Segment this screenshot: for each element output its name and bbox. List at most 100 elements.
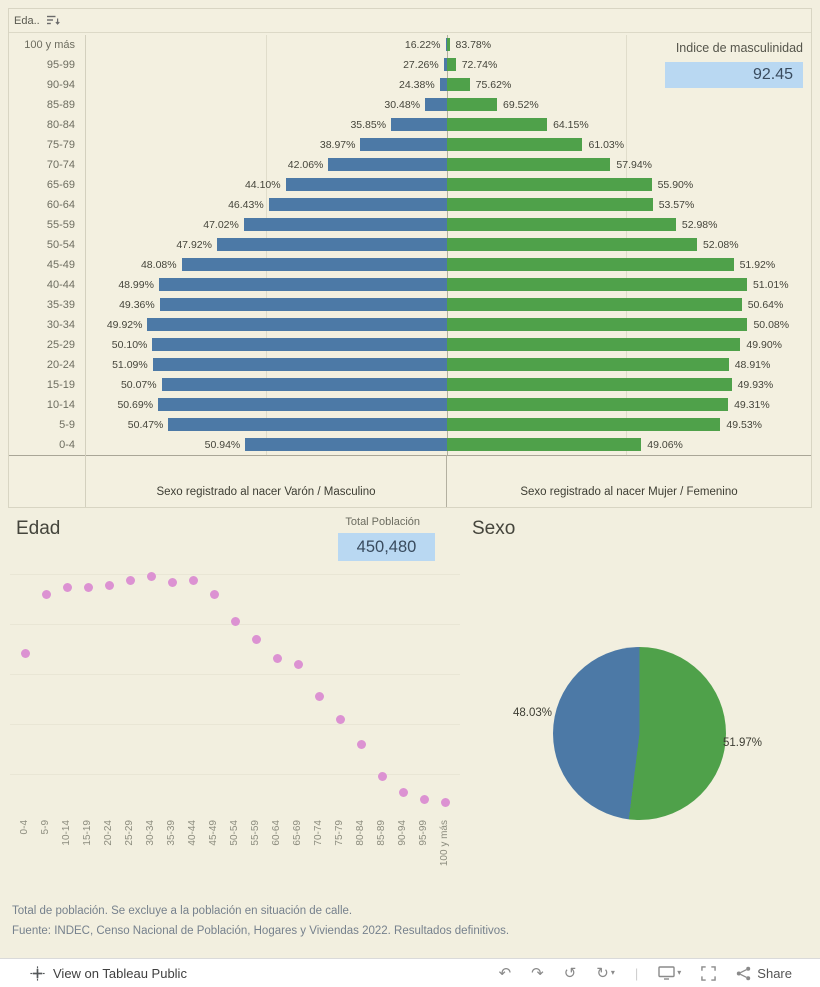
age-axis-label[interactable]: 80-84 <box>355 820 366 846</box>
female-bar[interactable] <box>447 318 748 331</box>
population-dot[interactable] <box>335 715 345 725</box>
population-dot[interactable] <box>230 617 240 627</box>
male-bar[interactable] <box>425 98 447 111</box>
female-bar[interactable] <box>447 58 456 71</box>
male-bar[interactable] <box>443 58 447 71</box>
age-axis-label[interactable]: 50-54 <box>229 820 240 846</box>
age-axis-label[interactable]: 75-79 <box>46 139 75 151</box>
sexo-pie[interactable] <box>553 647 726 820</box>
age-axis-label[interactable]: 55-59 <box>250 820 261 846</box>
population-dot[interactable] <box>356 740 366 750</box>
age-axis-label[interactable]: 85-89 <box>46 99 75 111</box>
male-bar[interactable] <box>161 378 447 391</box>
male-bar[interactable] <box>158 398 447 411</box>
female-bar[interactable] <box>447 398 729 411</box>
share-button[interactable]: Share <box>736 966 792 981</box>
population-dot[interactable] <box>419 794 429 804</box>
device-layout-icon[interactable]: ▾ <box>658 966 681 980</box>
male-bar[interactable] <box>181 258 447 271</box>
age-axis-label[interactable]: 20-24 <box>46 359 75 371</box>
age-axis-label[interactable]: 0-4 <box>59 439 75 451</box>
female-bar[interactable] <box>447 138 583 151</box>
age-axis-label[interactable]: 15-19 <box>82 820 93 846</box>
masculinity-index-value[interactable]: 92.45 <box>665 62 803 88</box>
population-dot[interactable] <box>20 649 30 659</box>
age-axis-label[interactable]: 90-94 <box>46 79 75 91</box>
population-dot[interactable] <box>104 580 114 590</box>
age-axis-label[interactable]: 65-69 <box>292 820 303 846</box>
refresh-icon[interactable]: ↻ ▾ <box>596 966 615 981</box>
total-poblacion-value[interactable]: 450,480 <box>338 533 435 561</box>
age-axis-label[interactable]: 35-39 <box>46 299 75 311</box>
age-axis-label[interactable]: 75-79 <box>334 820 345 846</box>
age-axis-label[interactable]: 100 y más <box>24 39 75 51</box>
age-axis-label[interactable]: 45-49 <box>208 820 219 846</box>
population-dot[interactable] <box>377 772 387 782</box>
population-dot[interactable] <box>398 788 408 798</box>
male-bar[interactable] <box>285 178 447 191</box>
population-dot[interactable] <box>41 589 51 599</box>
age-axis-label[interactable]: 70-74 <box>46 159 75 171</box>
population-dot[interactable] <box>62 582 72 592</box>
age-axis-label[interactable]: 45-49 <box>46 259 75 271</box>
sort-icon[interactable] <box>46 15 60 27</box>
population-dot[interactable] <box>209 589 219 599</box>
age-axis-label[interactable]: 25-29 <box>46 339 75 351</box>
age-axis-label[interactable]: 60-64 <box>46 199 75 211</box>
population-dot[interactable] <box>146 571 156 581</box>
age-axis-label[interactable]: 30-34 <box>145 820 156 846</box>
female-bar[interactable] <box>447 258 734 271</box>
age-axis-label[interactable]: 60-64 <box>271 820 282 846</box>
age-axis-label[interactable]: 35-39 <box>166 820 177 846</box>
female-bar[interactable] <box>447 338 741 351</box>
age-axis-label[interactable]: 40-44 <box>187 820 198 846</box>
male-bar[interactable] <box>391 118 447 131</box>
age-axis-label[interactable]: 95-99 <box>46 59 75 71</box>
female-bar[interactable] <box>447 298 742 311</box>
age-axis-label[interactable]: 10-14 <box>61 820 72 846</box>
male-bar[interactable] <box>245 438 447 451</box>
age-axis-label[interactable]: 85-89 <box>376 820 387 846</box>
population-dot[interactable] <box>293 660 303 670</box>
population-dot[interactable] <box>314 692 324 702</box>
female-bar[interactable] <box>447 38 450 51</box>
age-axis-label[interactable]: 65-69 <box>46 179 75 191</box>
female-bar[interactable] <box>447 358 729 371</box>
undo-icon[interactable]: ↶ <box>498 964 512 982</box>
female-bar[interactable] <box>447 438 642 451</box>
female-bar[interactable] <box>447 158 611 171</box>
age-axis-label[interactable]: 80-84 <box>46 119 75 131</box>
male-bar[interactable] <box>360 138 447 151</box>
redo-icon[interactable]: ↷ <box>531 964 544 982</box>
male-bar[interactable] <box>216 238 447 251</box>
population-dot[interactable] <box>272 653 282 663</box>
female-bar[interactable] <box>447 378 732 391</box>
male-bar[interactable] <box>445 38 447 51</box>
male-bar[interactable] <box>147 318 447 331</box>
male-bar[interactable] <box>152 358 447 371</box>
female-bar[interactable] <box>447 118 548 131</box>
female-bar[interactable] <box>447 418 721 431</box>
female-bar[interactable] <box>447 178 652 191</box>
age-axis-label[interactable]: 5-9 <box>59 419 75 431</box>
reset-icon[interactable]: ↺ <box>563 964 577 982</box>
age-axis-label[interactable]: 95-99 <box>418 820 429 846</box>
age-axis-label[interactable]: 55-59 <box>46 219 75 231</box>
male-bar[interactable] <box>168 418 447 431</box>
age-axis-label[interactable]: 100 y más <box>439 820 450 867</box>
view-on-tableau-link[interactable]: View on Tableau Public <box>30 959 187 987</box>
population-dot[interactable] <box>167 578 177 588</box>
age-field-header[interactable]: Eda.. <box>9 9 811 33</box>
population-dot[interactable] <box>440 798 450 808</box>
female-bar[interactable] <box>447 238 697 251</box>
population-dot[interactable] <box>125 576 135 586</box>
population-dot[interactable] <box>188 576 198 586</box>
male-bar[interactable] <box>158 278 447 291</box>
male-bar[interactable] <box>159 298 447 311</box>
male-bar[interactable] <box>328 158 447 171</box>
age-axis-label[interactable]: 30-34 <box>46 319 75 331</box>
male-bar[interactable] <box>243 218 447 231</box>
age-axis-label[interactable]: 10-14 <box>46 399 75 411</box>
male-bar[interactable] <box>439 78 447 91</box>
age-axis-label[interactable]: 15-19 <box>46 379 75 391</box>
